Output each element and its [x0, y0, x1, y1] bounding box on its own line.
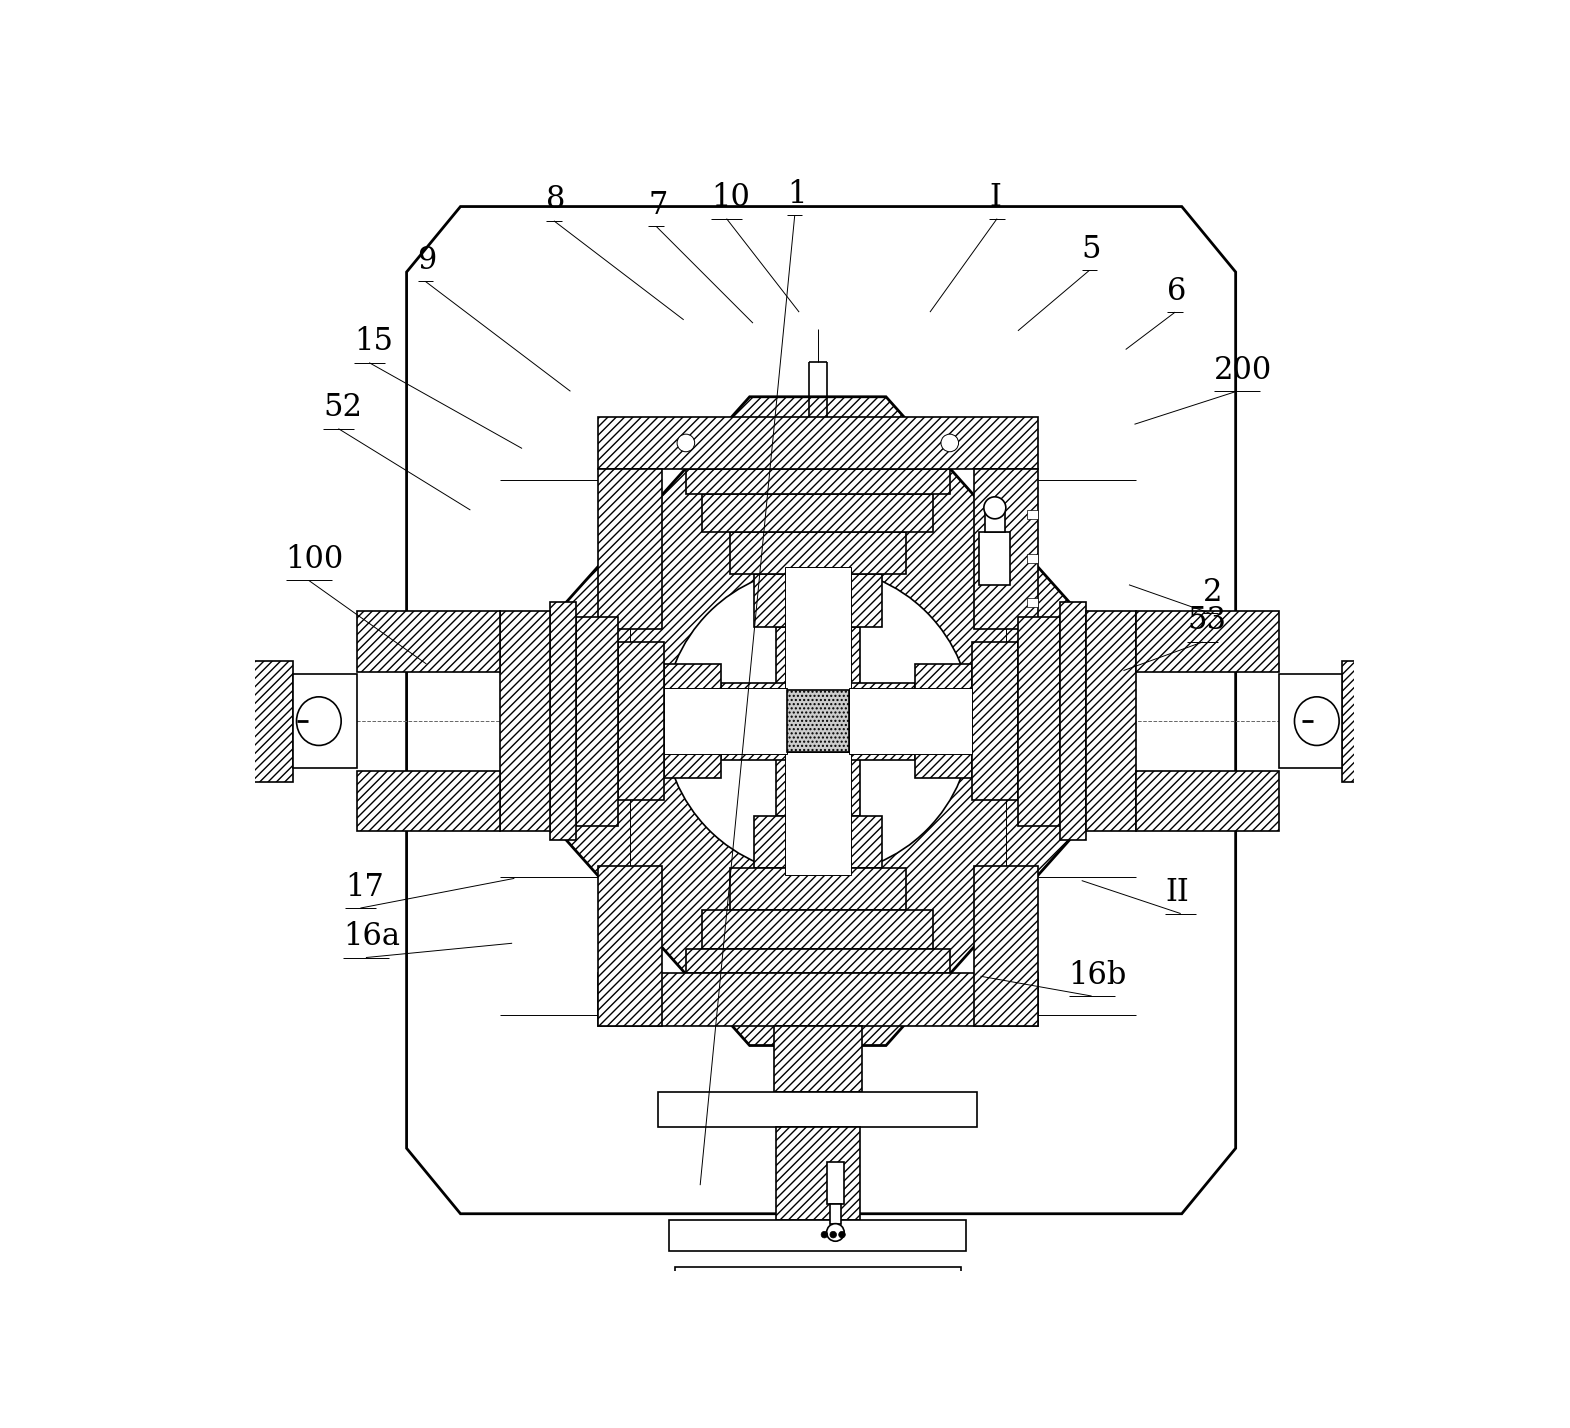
Bar — [776, 753, 860, 815]
Bar — [896, 1348, 918, 1359]
Circle shape — [664, 567, 972, 875]
Bar — [915, 664, 972, 778]
Bar — [576, 617, 617, 825]
Bar — [1278, 674, 1342, 768]
Bar — [849, 688, 972, 754]
Circle shape — [1400, 650, 1416, 665]
Circle shape — [677, 434, 694, 451]
Text: 8: 8 — [546, 184, 565, 216]
Bar — [1027, 554, 1038, 563]
Bar — [239, 653, 251, 790]
Circle shape — [220, 650, 235, 665]
Bar — [501, 611, 550, 831]
Bar — [862, 1324, 955, 1348]
Circle shape — [220, 777, 235, 793]
Bar — [973, 470, 1038, 628]
Bar — [754, 815, 882, 868]
Bar — [827, 1162, 845, 1204]
Ellipse shape — [297, 697, 341, 745]
Bar — [675, 1267, 961, 1282]
Text: 16b: 16b — [1069, 960, 1127, 991]
Text: 17: 17 — [345, 871, 385, 902]
Text: I: I — [989, 183, 1002, 213]
Text: 5: 5 — [1082, 234, 1101, 264]
Bar — [849, 683, 915, 760]
Bar — [675, 1284, 961, 1299]
Bar — [1397, 638, 1419, 677]
Bar — [217, 638, 239, 677]
Bar — [686, 470, 950, 494]
Ellipse shape — [1295, 697, 1339, 745]
Bar — [550, 603, 576, 840]
Bar — [702, 910, 933, 948]
Text: 9: 9 — [418, 244, 436, 276]
Bar — [1135, 611, 1278, 671]
Bar — [702, 494, 933, 533]
Text: 53: 53 — [1187, 605, 1226, 637]
Bar — [356, 771, 501, 831]
Circle shape — [838, 1231, 845, 1238]
Bar — [787, 690, 849, 753]
Bar — [984, 513, 1005, 533]
Bar — [774, 1025, 862, 1091]
Text: 6: 6 — [1168, 276, 1187, 307]
Bar — [664, 664, 721, 778]
Bar — [598, 470, 661, 628]
Text: 1: 1 — [787, 178, 807, 210]
Bar — [1397, 765, 1419, 804]
Bar — [1385, 653, 1397, 790]
Bar — [1060, 603, 1086, 840]
Text: 16a: 16a — [342, 921, 400, 952]
Bar — [754, 574, 882, 627]
Circle shape — [940, 434, 959, 451]
Bar — [251, 661, 294, 781]
Bar — [217, 765, 239, 804]
Circle shape — [831, 1231, 837, 1238]
Bar — [681, 1324, 774, 1348]
Circle shape — [821, 1231, 827, 1238]
Bar — [686, 948, 950, 972]
Circle shape — [984, 497, 1006, 518]
Bar — [669, 1221, 966, 1251]
Bar — [980, 533, 1010, 585]
Bar — [785, 753, 851, 875]
Text: 7: 7 — [648, 190, 667, 221]
Bar — [730, 533, 906, 574]
Bar — [617, 643, 664, 800]
Bar — [294, 674, 356, 768]
Bar — [1342, 661, 1385, 781]
Bar — [730, 868, 906, 910]
Polygon shape — [407, 207, 1236, 1214]
Bar — [664, 688, 787, 754]
Text: 2: 2 — [1203, 577, 1221, 608]
Text: 52: 52 — [323, 393, 363, 423]
Polygon shape — [521, 397, 1115, 1045]
Bar — [721, 683, 787, 760]
Bar — [776, 627, 860, 690]
Bar — [716, 1348, 738, 1359]
Bar — [1027, 598, 1038, 607]
Bar — [972, 643, 1017, 800]
Circle shape — [827, 1224, 845, 1241]
Text: II: II — [1165, 877, 1188, 908]
Bar — [1135, 771, 1278, 831]
Bar — [1027, 510, 1038, 518]
Text: 10: 10 — [711, 183, 750, 213]
Bar — [598, 972, 1038, 1025]
Text: 100: 100 — [286, 544, 344, 575]
Bar — [1017, 617, 1060, 825]
Bar — [658, 1091, 977, 1127]
Circle shape — [1400, 777, 1416, 793]
Bar — [776, 1127, 860, 1221]
Bar — [1086, 611, 1135, 831]
Bar — [598, 867, 661, 1025]
Bar — [831, 1204, 842, 1224]
Bar — [785, 567, 851, 690]
Text: 200: 200 — [1214, 354, 1272, 386]
Text: 15: 15 — [353, 326, 392, 357]
Bar — [973, 867, 1038, 1025]
Bar — [356, 611, 501, 671]
Bar — [598, 417, 1038, 470]
